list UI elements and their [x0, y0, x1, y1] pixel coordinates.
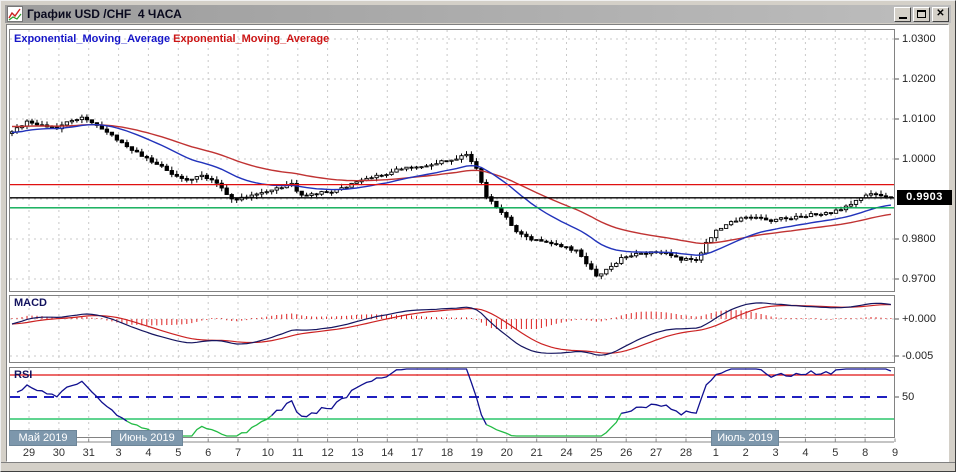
rsi-pane[interactable]	[9, 367, 895, 438]
date-label: 27	[649, 447, 663, 459]
date-label: 20	[500, 447, 513, 459]
rsi-label: RSI	[14, 369, 33, 381]
date-label: 26	[620, 447, 633, 459]
date-label: 10	[261, 447, 275, 459]
close-icon: ✕	[936, 8, 945, 19]
price-label: 0.9700	[902, 272, 936, 285]
window-titlebar[interactable]: График USD /CHF 4 ЧАСА ✕	[5, 5, 951, 23]
date-label: 5	[832, 447, 839, 459]
macd-axis-label: +0.000	[902, 312, 936, 325]
date-label: 13	[351, 447, 364, 459]
date-label: 6	[205, 447, 212, 459]
date-label: 3	[772, 447, 779, 459]
rsi-axis-label: 50	[902, 390, 915, 403]
date-label: 3	[115, 447, 122, 459]
maximize-button[interactable]	[913, 6, 930, 22]
date-label: 28	[679, 447, 693, 459]
window-bottom-border	[1, 462, 955, 471]
month-badge: Июнь 2019	[111, 430, 183, 446]
macd-pane[interactable]	[9, 295, 895, 363]
date-label: 17	[411, 447, 424, 459]
ema-legend: Exponential_Moving_Average Exponential_M…	[14, 33, 329, 45]
date-label: 18	[440, 447, 454, 459]
date-label: 1	[712, 447, 719, 459]
main-price-pane[interactable]	[9, 29, 895, 292]
chart-icon[interactable]	[7, 6, 23, 22]
date-label: 4	[802, 447, 809, 459]
date-label: 30	[52, 447, 65, 459]
legend-ema-fast: Exponential_Moving_Average	[14, 33, 171, 45]
date-label: 31	[82, 447, 95, 459]
window-title: График USD /CHF 4 ЧАСА	[27, 7, 182, 21]
macd-axis-label: -0.005	[902, 349, 934, 362]
month-badge: Май 2019	[9, 430, 77, 446]
month-badge: Июль 2019	[711, 430, 779, 446]
current-price-badge: 0.9903	[897, 190, 952, 206]
date-label: 29	[22, 447, 36, 459]
close-button[interactable]: ✕	[932, 6, 949, 22]
date-label: 19	[470, 447, 484, 459]
date-label: 2	[742, 447, 749, 459]
date-label: 11	[292, 447, 304, 459]
minimize-button[interactable]	[894, 6, 911, 22]
date-label: 25	[590, 447, 603, 459]
macd-label: MACD	[14, 297, 47, 309]
price-label: 1.0300	[902, 32, 936, 45]
price-label: 1.0200	[902, 72, 936, 85]
date-label: 8	[862, 447, 869, 459]
date-label: 5	[175, 447, 182, 459]
date-label: 24	[560, 447, 573, 459]
date-label: 9	[891, 447, 899, 459]
date-label: 4	[145, 447, 152, 459]
date-label: 14	[381, 447, 394, 459]
maximize-icon	[917, 10, 926, 18]
legend-ema-slow: Exponential_Moving_Average	[173, 33, 330, 45]
price-label: 1.0100	[902, 112, 936, 125]
price-label: 1.0000	[902, 152, 936, 165]
date-label: 7	[234, 447, 242, 459]
date-label: 12	[321, 447, 334, 459]
minimize-icon	[898, 16, 907, 19]
date-label: 21	[530, 447, 543, 459]
price-label: 0.9800	[902, 232, 936, 245]
